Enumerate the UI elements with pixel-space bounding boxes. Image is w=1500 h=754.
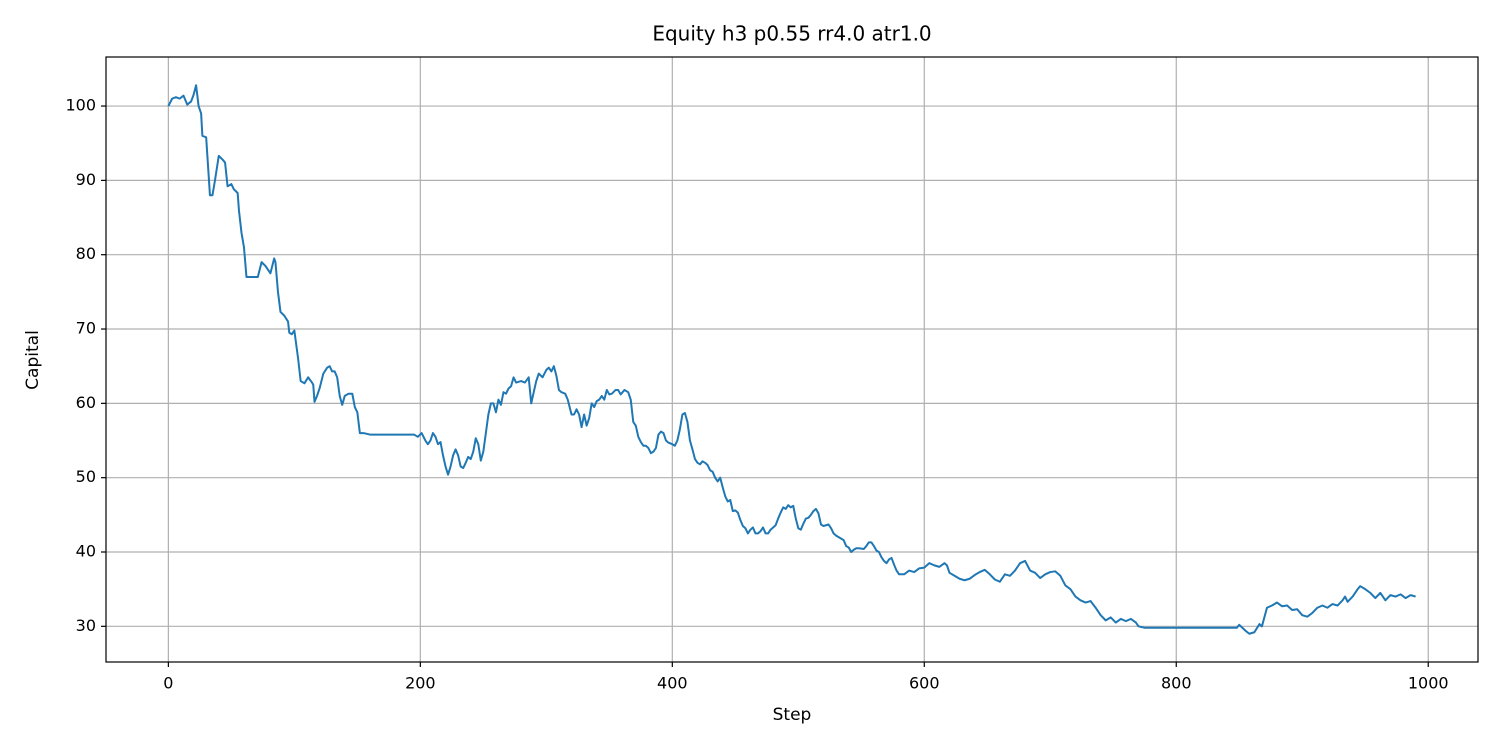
y-tick-label: 70 (76, 319, 96, 338)
y-tick-label: 40 (76, 542, 96, 561)
x-axis-label: Step (773, 705, 812, 725)
y-tick-label: 100 (65, 96, 96, 115)
x-tick-label: 1000 (1408, 674, 1449, 693)
plot-frame (105, 56, 1479, 663)
y-axis-label: Capital (23, 330, 43, 390)
x-tick-label: 200 (405, 674, 436, 693)
chart-title: Equity h3 p0.55 rr4.0 atr1.0 (652, 22, 931, 46)
y-tick-label: 60 (76, 393, 96, 412)
x-tick-label: 800 (1161, 674, 1192, 693)
y-tick-label: 80 (76, 244, 96, 263)
equity-line (167, 84, 1416, 635)
y-tick-label: 90 (76, 170, 96, 189)
x-tick-label: 600 (909, 674, 940, 693)
x-tick-label: 0 (163, 674, 173, 693)
x-tick-label: 400 (657, 674, 688, 693)
y-tick-label: 30 (76, 616, 96, 635)
y-tick-label: 50 (76, 467, 96, 486)
